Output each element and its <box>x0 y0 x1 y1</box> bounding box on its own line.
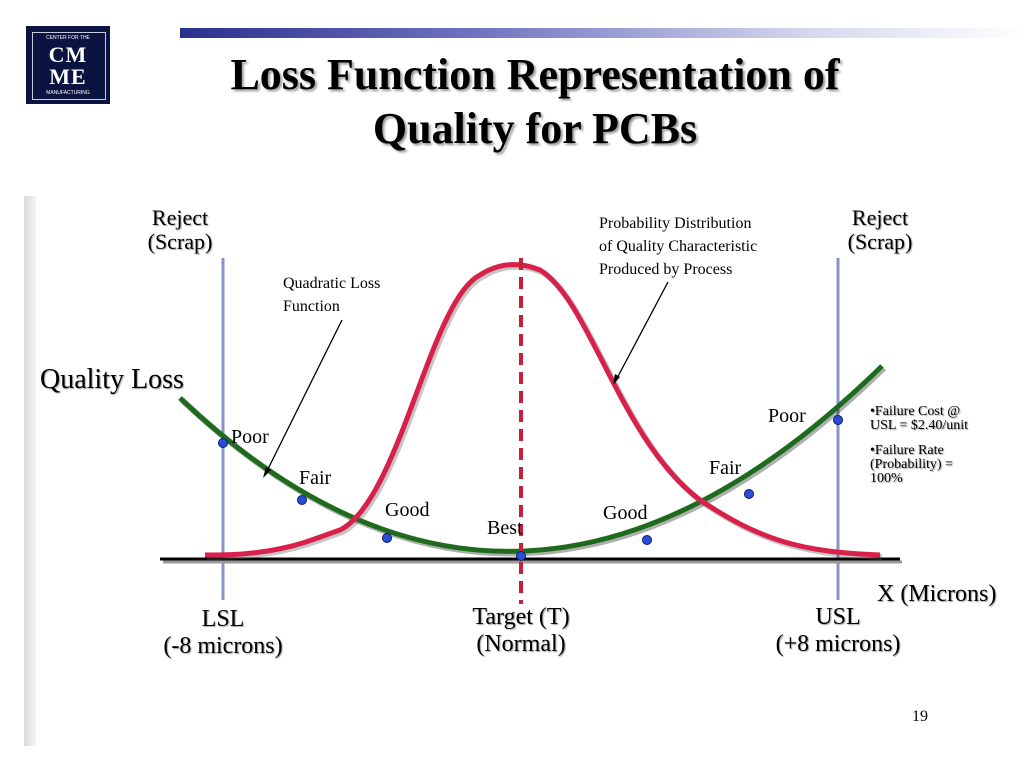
probability-label-line2: of Quality Characteristic <box>599 238 758 255</box>
reject-left-line2: (Scrap) <box>147 229 213 254</box>
lsl-line1: LSL <box>201 606 245 632</box>
x-axis-label: X (Microns) <box>877 581 997 607</box>
point-fair-left <box>297 495 307 505</box>
bullet1-line1: •Failure Cost @ <box>870 404 961 419</box>
quadratic-loss-curve <box>178 364 884 554</box>
probability-label-line1: Probability Distribution <box>599 215 752 232</box>
quality-loss-label: Quality Loss <box>40 364 184 395</box>
target-line1: Target (T) <box>472 604 570 630</box>
bullet2-line3: 100% <box>870 471 903 486</box>
usl-line2: (+8 microns) <box>775 631 901 657</box>
point-good-left <box>382 533 392 543</box>
quadratic-label-line1: Quadratic Loss <box>283 275 381 292</box>
probability-callout-arrowhead <box>613 374 620 385</box>
label-fair-left: Fair <box>299 467 332 489</box>
quadratic-callout-line <box>264 319 343 476</box>
bullet1-line2: USL = $2.40/unit <box>870 418 968 433</box>
logo-letters-bottom: ME <box>49 64 87 89</box>
target-label: Target (T) (Normal) <box>440 604 602 658</box>
target-line2: (Normal) <box>476 631 566 657</box>
point-fair-right <box>744 489 754 499</box>
usl-line1: USL <box>815 604 861 630</box>
point-best <box>516 551 526 561</box>
point-good-right <box>642 535 652 545</box>
reject-left-line1: Reject <box>151 205 209 230</box>
label-poor-left: Poor <box>231 426 269 448</box>
label-fair-right: Fair <box>709 457 742 479</box>
slide-left-bar <box>24 196 36 746</box>
reject-scrap-right: Reject (Scrap) <box>828 206 932 254</box>
point-poor-left <box>218 438 228 448</box>
title-line-2: Quality for PCBs <box>372 104 698 153</box>
title-accent-bar <box>180 28 1024 38</box>
logo-letters-top: CM <box>48 42 88 67</box>
quadratic-label-line2: Function <box>283 298 340 315</box>
failure-rate-bullet: •Failure Rate (Probability) = 100% <box>870 444 953 486</box>
usl-label: USL (+8 microns) <box>748 604 928 658</box>
label-good-left: Good <box>385 499 430 521</box>
bullet2-line2: (Probability) = <box>870 457 953 472</box>
title-line-1: Loss Function Representation of <box>230 50 840 99</box>
failure-cost-bullet: •Failure Cost @ USL = $2.40/unit <box>870 405 968 433</box>
logo-ring-text-bottom: MANUFACTURING <box>46 90 90 96</box>
cmme-logo: CENTER FOR THE CM ME MANUFACTURING <box>26 26 110 104</box>
probability-callout-line <box>614 281 669 383</box>
reject-scrap-left: Reject (Scrap) <box>128 206 232 254</box>
label-good-right: Good <box>603 502 648 524</box>
point-poor-right <box>833 415 843 425</box>
quadratic-loss-curve-shadow <box>179 365 887 557</box>
probability-distribution-curve <box>204 262 881 558</box>
logo-border <box>32 32 106 100</box>
probability-label-line3: Produced by Process <box>599 261 733 278</box>
page-number: 19 <box>912 708 928 725</box>
reject-right-line2: (Scrap) <box>847 229 913 254</box>
label-poor-right: Poor <box>768 405 806 427</box>
slide-title: Loss Function Representation of Quality … <box>150 48 920 156</box>
logo-ring-text-top: CENTER FOR THE <box>46 35 90 41</box>
label-best: Best <box>487 517 523 539</box>
lsl-line2: (-8 microns) <box>163 633 283 659</box>
quadratic-callout-arrowhead <box>263 467 271 478</box>
reject-right-line1: Reject <box>851 205 909 230</box>
probability-distribution-label: Probability Distribution of Quality Char… <box>599 212 757 281</box>
bullet2-line1: •Failure Rate <box>870 443 944 458</box>
quadratic-loss-label: Quadratic Loss Function <box>283 272 380 318</box>
lsl-label: LSL (-8 microns) <box>130 606 316 660</box>
